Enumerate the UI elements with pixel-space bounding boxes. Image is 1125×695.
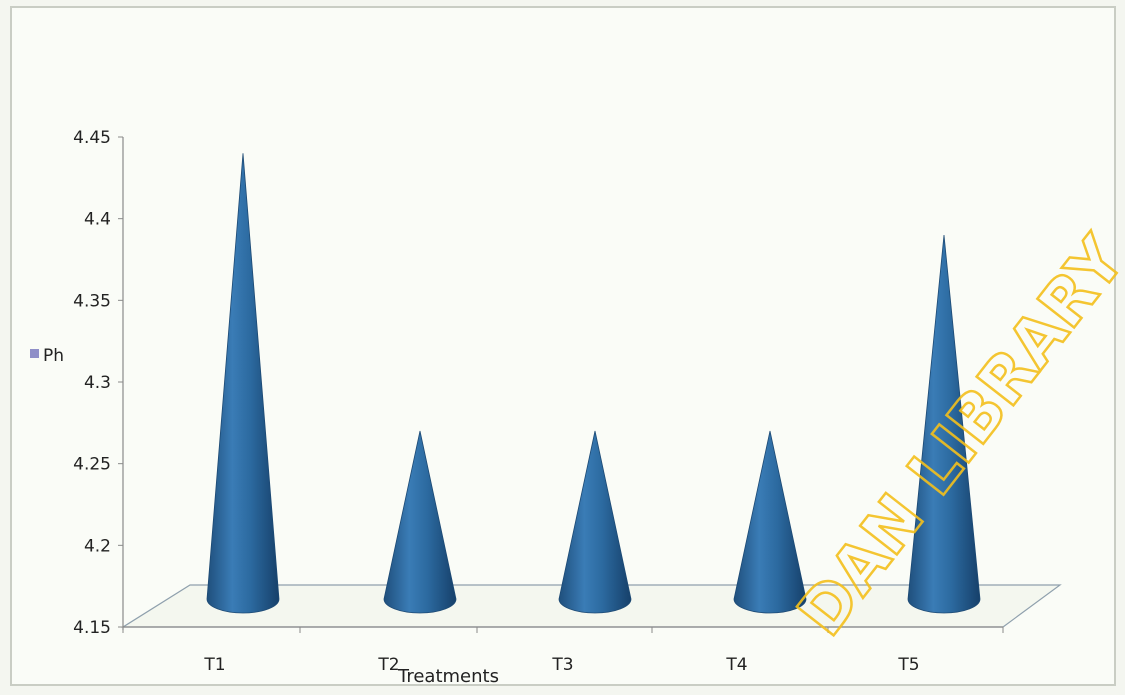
- x-tick-label: T4: [725, 655, 747, 675]
- y-tick-label: 4.25: [73, 455, 111, 475]
- legend: Ph: [30, 346, 64, 366]
- cone-body: [383, 430, 457, 614]
- x-tick-label: T2: [377, 655, 399, 675]
- cone-bar: [907, 234, 981, 614]
- y-tick-label: 4.2: [84, 536, 111, 556]
- y-tick-label: 4.45: [73, 128, 111, 148]
- legend-label-ph: Ph: [43, 346, 64, 366]
- y-tick-label: 4.4: [84, 210, 111, 230]
- legend-marker: [30, 349, 39, 358]
- axes: 4.15 4.2 4.25 4.3 4.35 4.4 4.45 T1 T2 T3 T4 T5: [73, 128, 1004, 675]
- x-tick-label: T3: [551, 655, 573, 675]
- x-tick-label: T1: [203, 655, 225, 675]
- cone-bar: [206, 153, 280, 614]
- x-tick-label: T5: [897, 655, 919, 675]
- cone-series: [206, 153, 981, 614]
- cone-bar: [558, 430, 632, 614]
- cone-bar: [383, 430, 457, 614]
- y-tick-label: 4.3: [84, 373, 111, 393]
- cone-body: [907, 234, 981, 614]
- y-tick-label: 4.15: [73, 618, 111, 638]
- cone-body: [733, 430, 807, 614]
- cone-bar: [733, 430, 807, 614]
- y-tick-label: 4.35: [73, 291, 111, 311]
- cone-body: [206, 153, 280, 614]
- cone-body: [558, 430, 632, 614]
- x-axis-label: Treatments: [397, 666, 499, 687]
